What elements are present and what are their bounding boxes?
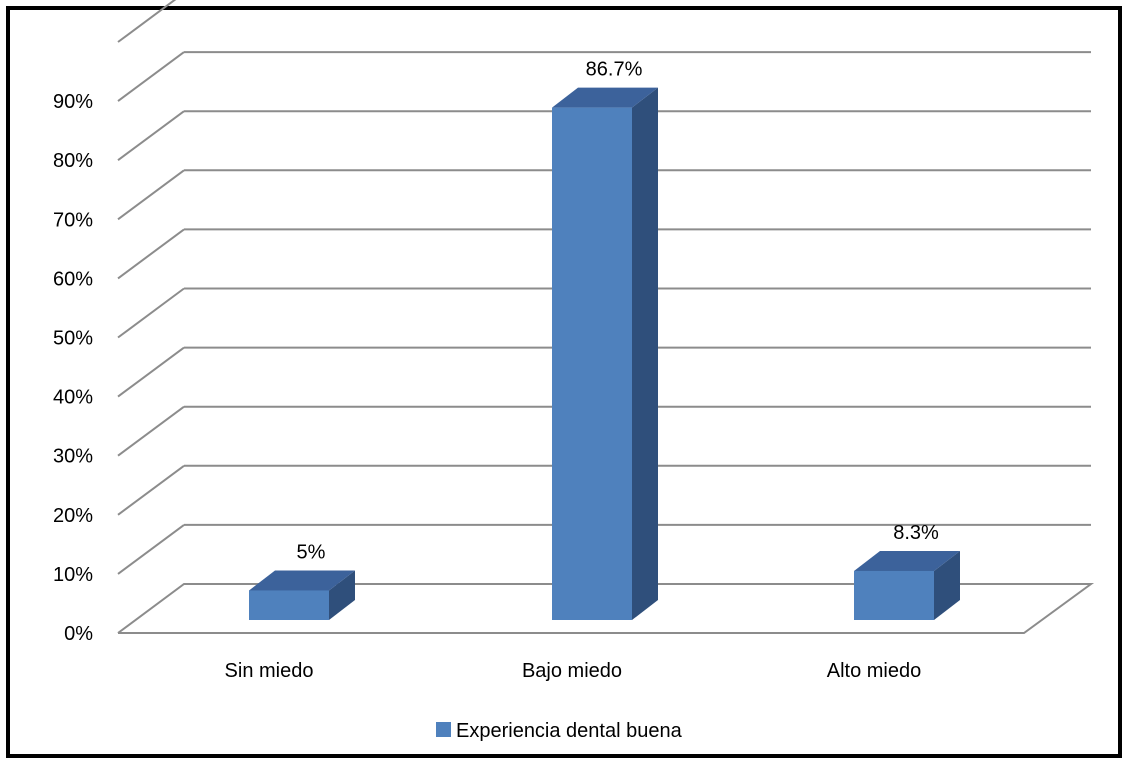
- side-wall-gridline: [117, 287, 185, 339]
- y-tick-label: 90%: [53, 91, 93, 113]
- side-wall-gridline: [117, 405, 185, 457]
- bar-side-face: [632, 87, 658, 620]
- x-category-label: Bajo miedo: [522, 660, 622, 682]
- chart-legend: Experiencia dental buena: [436, 720, 683, 742]
- y-tick-label: 80%: [53, 150, 93, 172]
- chart-bars: [249, 87, 960, 620]
- x-category-label: Alto miedo: [827, 660, 922, 682]
- bar-side-face: [934, 550, 960, 620]
- x-category-label: Sin miedo: [225, 660, 314, 682]
- bar-front-face: [854, 570, 934, 620]
- bar-bajo-miedo: [552, 87, 658, 620]
- bar-top-face: [854, 550, 960, 571]
- y-tick-label: 20%: [53, 505, 93, 527]
- side-wall-gridline: [117, 51, 185, 102]
- data-label: 86.7%: [586, 59, 643, 81]
- bar-side-face: [329, 570, 355, 620]
- side-wall-gridline: [117, 464, 185, 516]
- side-wall-gridline: [117, 524, 185, 575]
- side-wall-gridline: [117, 0, 177, 43]
- side-wall-gridline: [117, 346, 185, 398]
- y-tick-label: 30%: [53, 446, 93, 468]
- legend-swatch: [436, 722, 451, 737]
- y-tick-label: 60%: [53, 268, 93, 290]
- y-tick-label: 0%: [64, 623, 93, 645]
- bar-front-face: [249, 590, 329, 620]
- y-tick-label: 70%: [53, 209, 93, 231]
- bar-top-face: [552, 87, 658, 108]
- y-tick-label: 40%: [53, 387, 93, 409]
- side-wall-gridline: [117, 110, 185, 162]
- bar-sin-miedo: [249, 570, 355, 620]
- legend-entry-label: Experiencia dental buena: [456, 720, 683, 742]
- bar-alto-miedo: [854, 550, 960, 620]
- side-wall-gridline: [117, 228, 185, 280]
- y-tick-label: 50%: [53, 328, 93, 350]
- chart-labels: 0% 10% 20% 30% 40% 50% 60% 70% 80% 90% 5% Sin miedo…: [53, 59, 939, 682]
- side-wall-gridline: [117, 169, 185, 221]
- y-tick-label: 10%: [53, 564, 93, 586]
- bar-top-face: [249, 570, 355, 591]
- bar-front-face: [552, 107, 632, 620]
- data-label: 8.3%: [893, 522, 939, 544]
- data-label: 5%: [297, 541, 326, 563]
- floor-gridline: [117, 583, 1095, 634]
